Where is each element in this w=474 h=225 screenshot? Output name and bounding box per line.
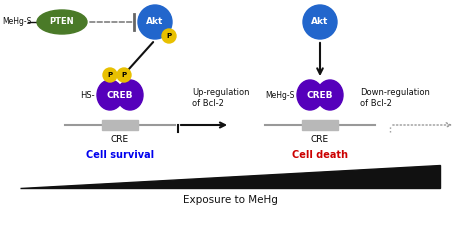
Ellipse shape xyxy=(117,80,143,110)
Text: PTEN: PTEN xyxy=(50,18,74,27)
Ellipse shape xyxy=(317,80,343,110)
Text: Akt: Akt xyxy=(311,18,328,27)
Text: P: P xyxy=(166,33,172,39)
Ellipse shape xyxy=(97,80,123,110)
Text: Cell death: Cell death xyxy=(292,150,348,160)
Circle shape xyxy=(162,29,176,43)
Circle shape xyxy=(303,5,337,39)
Bar xyxy=(102,120,138,130)
Ellipse shape xyxy=(37,10,87,34)
Ellipse shape xyxy=(297,80,323,110)
Text: HS-: HS- xyxy=(81,90,95,99)
Text: MeHg-S: MeHg-S xyxy=(2,18,31,27)
Text: Akt: Akt xyxy=(146,18,164,27)
Text: CRE: CRE xyxy=(111,135,129,144)
Circle shape xyxy=(117,68,131,82)
Text: CREB: CREB xyxy=(107,90,133,99)
Text: MeHg-S: MeHg-S xyxy=(265,90,295,99)
Text: Exposure to MeHg: Exposure to MeHg xyxy=(182,195,277,205)
Bar xyxy=(302,120,338,130)
Text: P: P xyxy=(121,72,127,78)
Circle shape xyxy=(138,5,172,39)
Text: P: P xyxy=(108,72,112,78)
Text: Cell survival: Cell survival xyxy=(86,150,154,160)
Circle shape xyxy=(103,68,117,82)
Polygon shape xyxy=(20,165,440,188)
Text: Down-regulation
of Bcl-2: Down-regulation of Bcl-2 xyxy=(360,88,430,108)
Text: CRE: CRE xyxy=(311,135,329,144)
Text: CREB: CREB xyxy=(307,90,333,99)
Text: Up-regulation
of Bcl-2: Up-regulation of Bcl-2 xyxy=(192,88,249,108)
